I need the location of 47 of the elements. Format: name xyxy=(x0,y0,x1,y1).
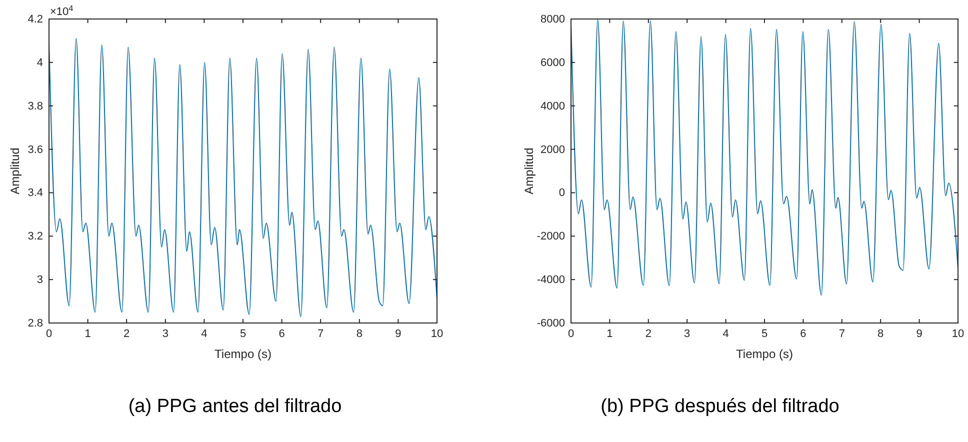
y-tick-label: 8000 xyxy=(540,14,565,26)
x-tick-label: 1 xyxy=(84,328,91,340)
text: ×10$^{4}$ xyxy=(50,4,74,18)
x-tick-label: 10 xyxy=(952,328,964,340)
x-tick-label: 2 xyxy=(124,328,130,340)
x-tick-label: 8 xyxy=(356,328,362,340)
y-tick-label: 4.2 xyxy=(28,14,43,26)
y-tick-label: 3.2 xyxy=(28,230,43,243)
x-tick-label: 1 xyxy=(606,328,613,340)
x-tick-label: 9 xyxy=(395,328,402,340)
y-axis-title: Amplitud xyxy=(8,148,22,194)
x-tick-label: 3 xyxy=(162,328,168,340)
x-tick-label: 10 xyxy=(430,328,444,340)
x-tick-label: 3 xyxy=(684,328,690,340)
y-tick-label: 3 xyxy=(36,274,43,286)
y-tick-label: 3.6 xyxy=(28,144,43,156)
x-tick-label: 5 xyxy=(240,328,246,340)
y-tick-label: 4000 xyxy=(540,100,565,112)
x-tick-label: 5 xyxy=(761,328,768,340)
line-series xyxy=(48,38,438,317)
x-tick-label: 8 xyxy=(878,328,884,340)
x-tick-label: 4 xyxy=(201,328,208,340)
x-tick-label: 6 xyxy=(278,328,285,340)
y-tick-label: 2.8 xyxy=(28,318,43,330)
y-axis-title: Amplitud xyxy=(522,148,536,194)
y-tick-label: -4000 xyxy=(536,274,565,286)
x-tick-label: 2 xyxy=(645,328,652,340)
y-tick-label: 0 xyxy=(558,187,565,200)
x-tick-label: 6 xyxy=(800,328,806,340)
y-tick-label: 3.8 xyxy=(28,100,43,112)
y-tick-label: 3.4 xyxy=(28,187,43,200)
line-series xyxy=(570,18,958,296)
y-tick-label: 4 xyxy=(36,56,43,69)
y-tick-label: -6000 xyxy=(536,318,565,330)
x-tick-label: 9 xyxy=(916,328,922,340)
x-tick-label: 7 xyxy=(318,328,324,340)
x-axis-title: Tiempo (s) xyxy=(214,347,272,361)
text: (a) PPG antes del filtrado xyxy=(128,396,342,417)
y-tick-label: 2000 xyxy=(540,144,565,156)
x-tick-label: 0 xyxy=(568,328,574,340)
text: (b) PPG después del filtrado xyxy=(600,396,840,417)
x-tick-label: 0 xyxy=(46,328,52,340)
y-tick-label: -2000 xyxy=(536,230,565,243)
x-tick-label: 4 xyxy=(722,328,729,340)
y-tick-label: 6000 xyxy=(540,56,565,69)
x-tick-label: 7 xyxy=(838,328,845,340)
x-axis-title: Tiempo (s) xyxy=(736,347,793,361)
